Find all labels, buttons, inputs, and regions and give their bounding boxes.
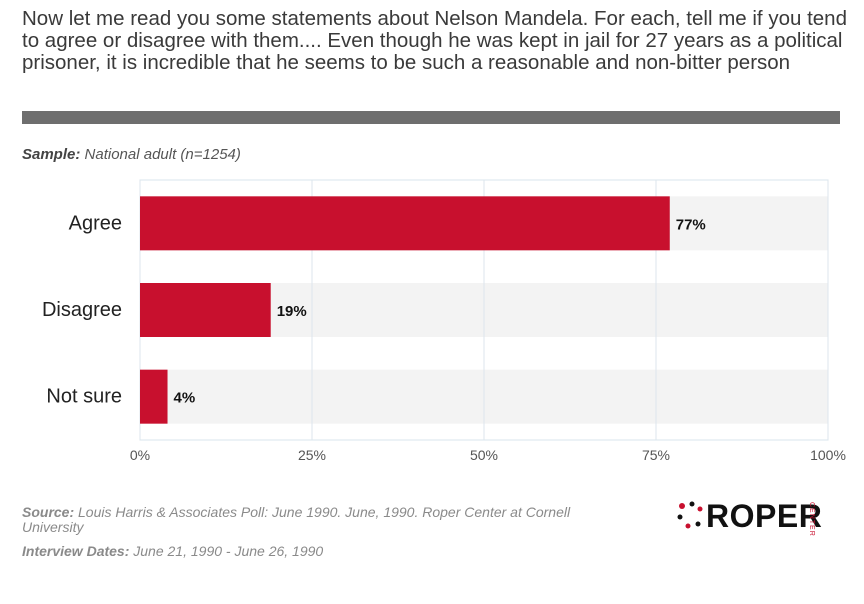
title-divider xyxy=(22,111,840,124)
logo-subtext: CENTER xyxy=(808,502,815,537)
x-tick-label: 0% xyxy=(130,447,150,463)
x-tick-label: 75% xyxy=(642,447,670,463)
logo-wordmark: ROPER xyxy=(706,498,823,534)
category-label: Not sure xyxy=(46,386,122,408)
bar-chart: 0% 25% 50% 75% 100% Agree 77% Disagree 19% Not su… xyxy=(42,179,846,463)
bar xyxy=(140,196,670,251)
chart-title: Now let me read you some statements abou… xyxy=(22,7,847,74)
interview-dates: Interview Dates: June 21, 1990 - June 26… xyxy=(22,544,323,559)
dates-label: Interview Dates: xyxy=(22,543,130,559)
roper-logo: ROPER CENTER xyxy=(676,498,836,538)
data-label: 4% xyxy=(174,390,196,407)
data-label: 19% xyxy=(277,303,307,320)
source-text: Louis Harris & Associates Poll: June 199… xyxy=(22,504,571,535)
sample-value: National adult (n=1254) xyxy=(84,146,241,163)
bar xyxy=(140,369,168,424)
sample-note: Sample: National adult (n=1254) xyxy=(22,146,241,163)
category-label: Agree xyxy=(69,212,122,234)
bar xyxy=(140,283,271,337)
dates-text: June 21, 1990 - June 26, 1990 xyxy=(133,543,324,559)
roper-logo-mark-icon xyxy=(677,501,703,529)
x-tick-label: 25% xyxy=(298,447,326,463)
source-label: Source: xyxy=(22,504,75,520)
data-label: 77% xyxy=(676,216,706,233)
x-tick-label: 100% xyxy=(810,447,846,463)
sample-label: Sample: xyxy=(22,146,81,163)
source-note: Source: Louis Harris & Associates Poll: … xyxy=(22,505,622,535)
category-label: Disagree xyxy=(42,299,122,321)
x-tick-label: 50% xyxy=(470,447,498,463)
